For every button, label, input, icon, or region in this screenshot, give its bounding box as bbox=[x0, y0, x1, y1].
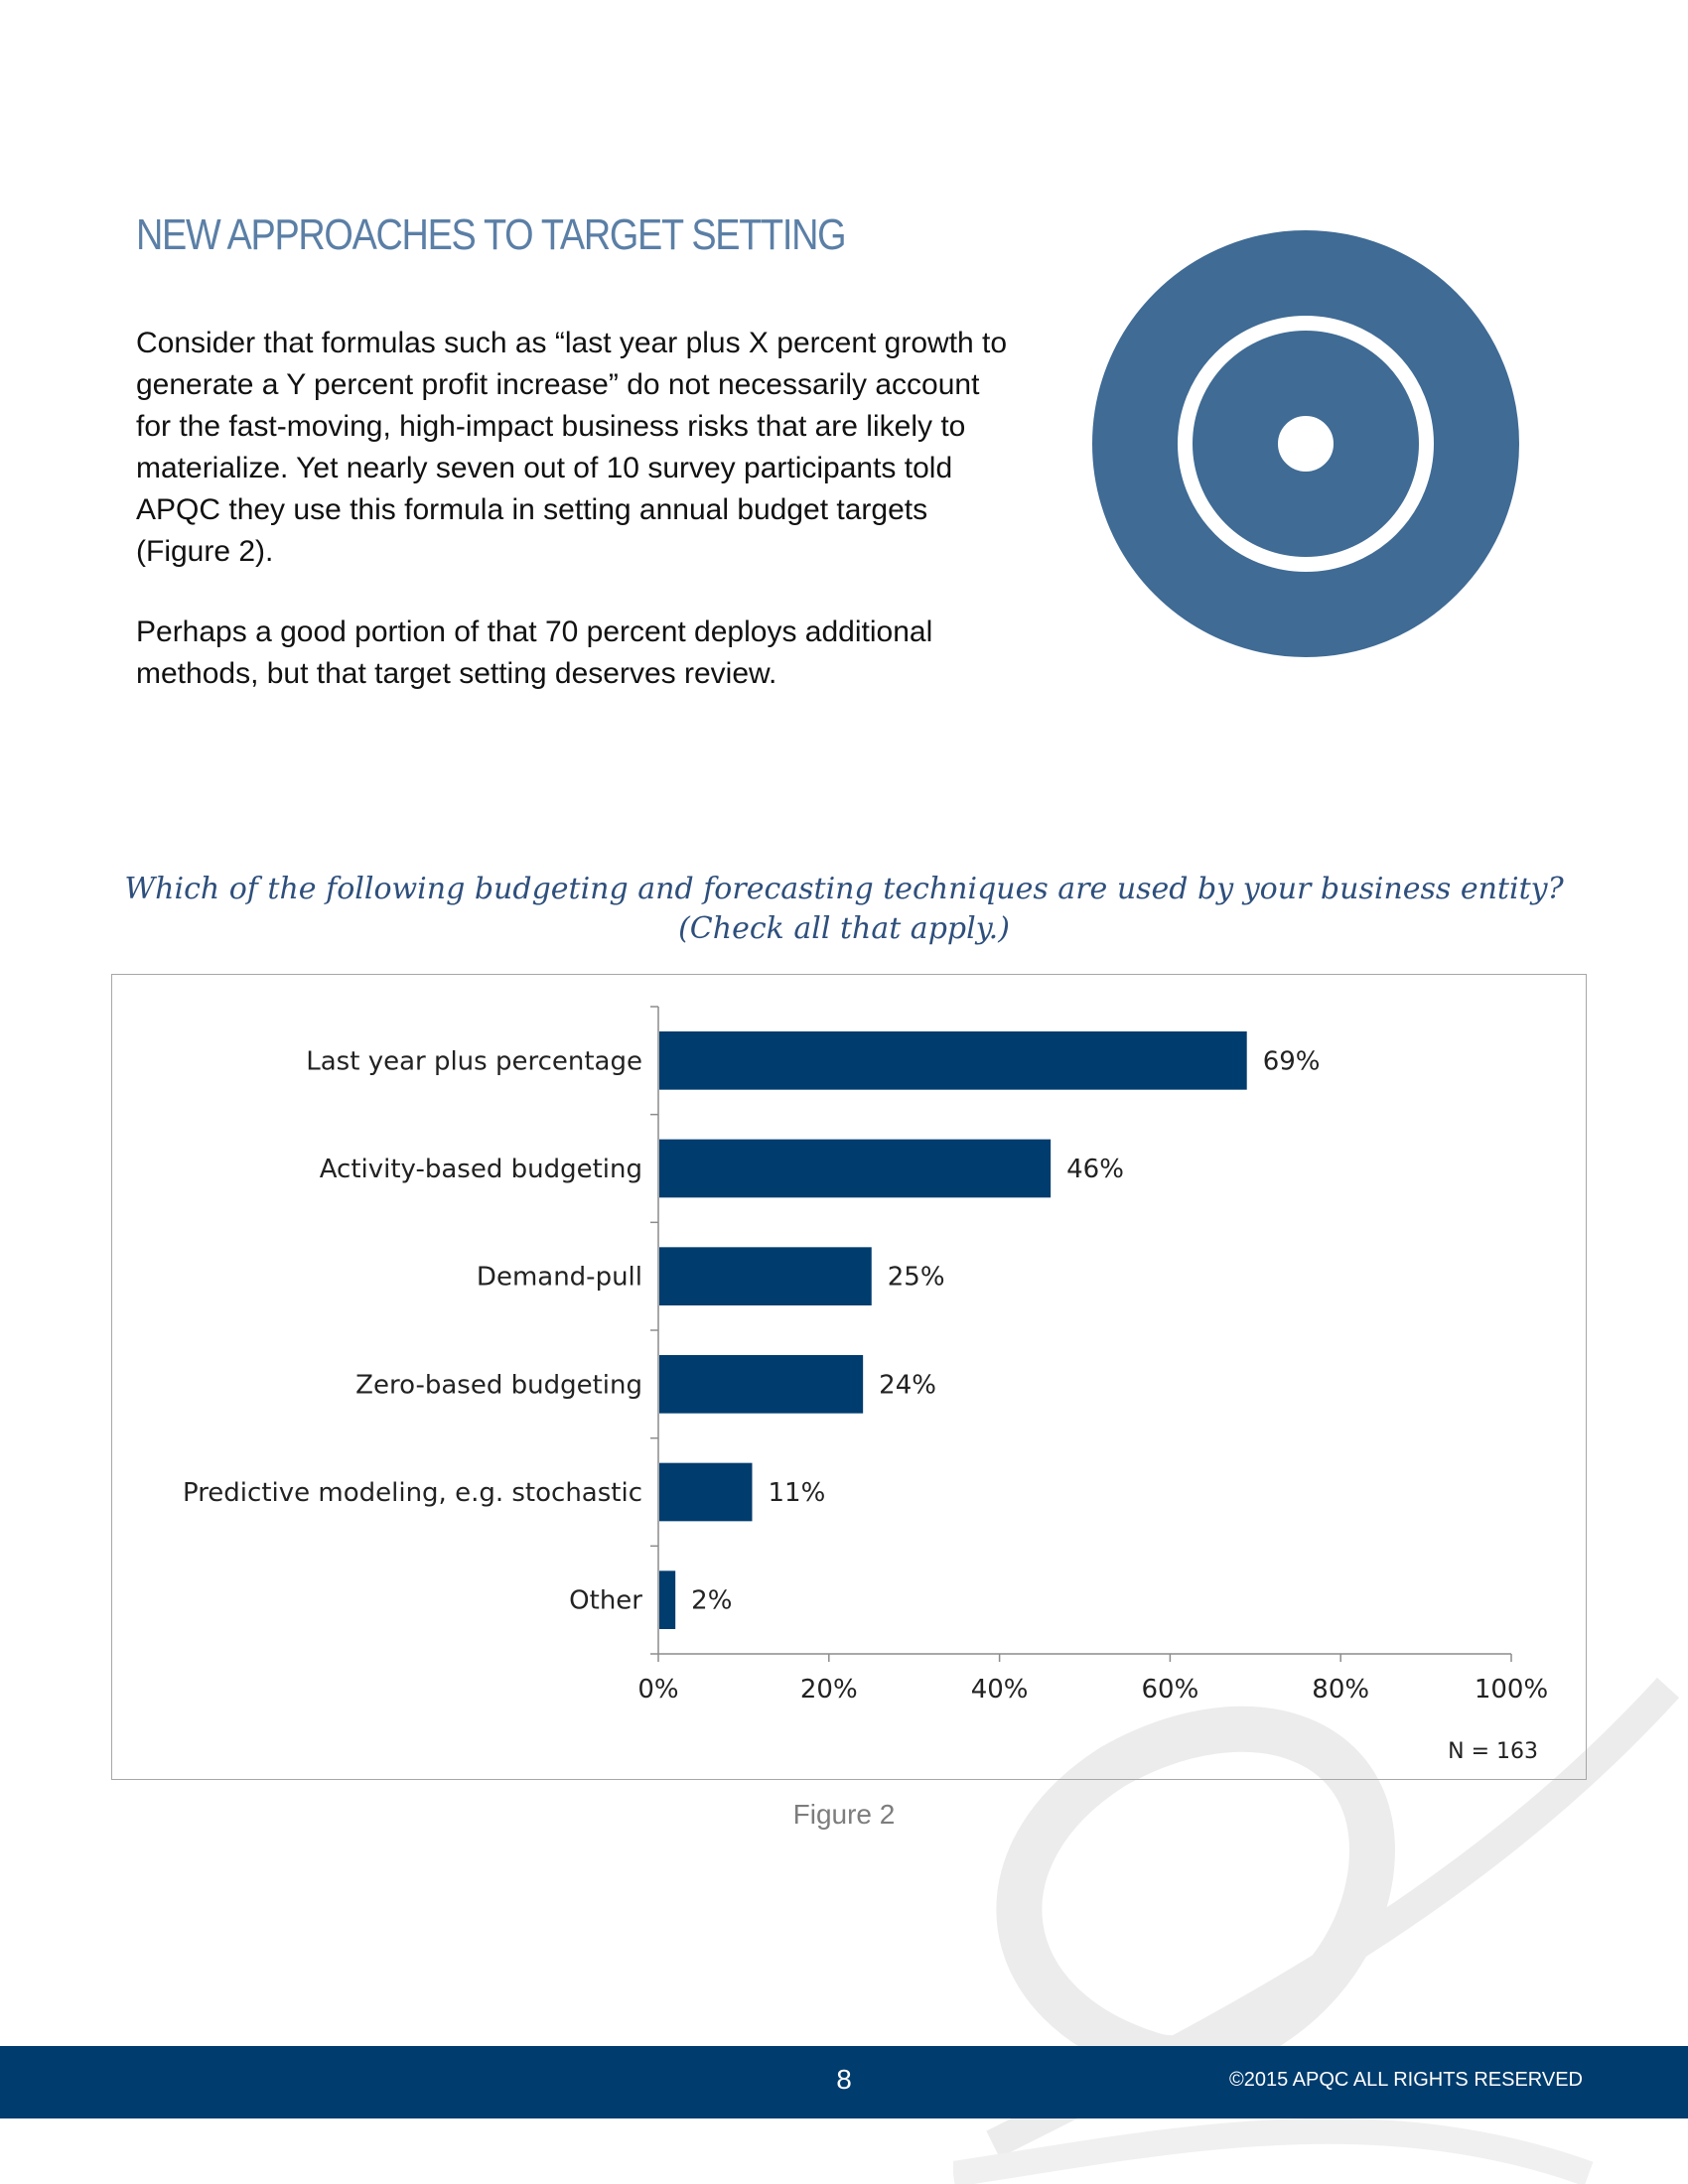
category-label: Activity-based budgeting bbox=[320, 1155, 642, 1184]
x-tick-label: 20% bbox=[800, 1675, 858, 1705]
data-label: 11% bbox=[768, 1478, 825, 1508]
data-label: 46% bbox=[1066, 1155, 1124, 1184]
bar bbox=[659, 1570, 676, 1630]
category-label: Zero-based budgeting bbox=[355, 1370, 642, 1400]
bar bbox=[659, 1030, 1247, 1090]
copyright-notice: ©2015 APQC ALL RIGHTS RESERVED bbox=[1229, 2069, 1583, 2091]
x-tick-label: 60% bbox=[1142, 1675, 1199, 1705]
bar bbox=[659, 1139, 1052, 1198]
footer-bar: 8 ©2015 APQC ALL RIGHTS RESERVED bbox=[0, 2046, 1688, 2118]
chart-frame: Last year plus percentage 69% Activity-bas… bbox=[111, 974, 1587, 1780]
sample-size-note: N = 163 bbox=[1448, 1739, 1538, 1764]
bar-chart: Last year plus percentage 69% Activity-bas… bbox=[183, 1006, 1548, 1764]
category-label: Other bbox=[569, 1586, 642, 1616]
data-label: 24% bbox=[879, 1370, 936, 1400]
x-tick-label: 0% bbox=[637, 1675, 678, 1705]
survey-question: Which of the following budgeting and for… bbox=[109, 870, 1579, 949]
bar bbox=[659, 1462, 753, 1522]
x-tick-label: 100% bbox=[1475, 1675, 1548, 1705]
data-label: 69% bbox=[1263, 1046, 1321, 1076]
category-label: Demand-pull bbox=[477, 1263, 642, 1293]
x-tick-label: 80% bbox=[1312, 1675, 1369, 1705]
x-tick-label: 40% bbox=[971, 1675, 1029, 1705]
category-label: Predictive modeling, e.g. stochastic bbox=[183, 1478, 642, 1508]
bar bbox=[659, 1247, 872, 1306]
followup-paragraph: Perhaps a good portion of that 70 percen… bbox=[136, 615, 933, 690]
page-heading: NEW APPROACHES TO TARGET SETTING bbox=[136, 210, 847, 259]
survey-question-line2: (Check all that apply.) bbox=[678, 911, 1010, 946]
bar bbox=[659, 1354, 864, 1414]
figure-caption: Figure 2 bbox=[792, 1799, 896, 1830]
intro-paragraph: Consider that formulas such as “last yea… bbox=[136, 327, 1008, 568]
data-label: 25% bbox=[888, 1263, 945, 1293]
page-number: 8 bbox=[836, 2064, 852, 2095]
data-label: 2% bbox=[691, 1586, 732, 1616]
survey-question-line1: Which of the following budgeting and for… bbox=[124, 872, 1564, 906]
category-label: Last year plus percentage bbox=[306, 1046, 642, 1076]
target-icon bbox=[1092, 230, 1519, 657]
